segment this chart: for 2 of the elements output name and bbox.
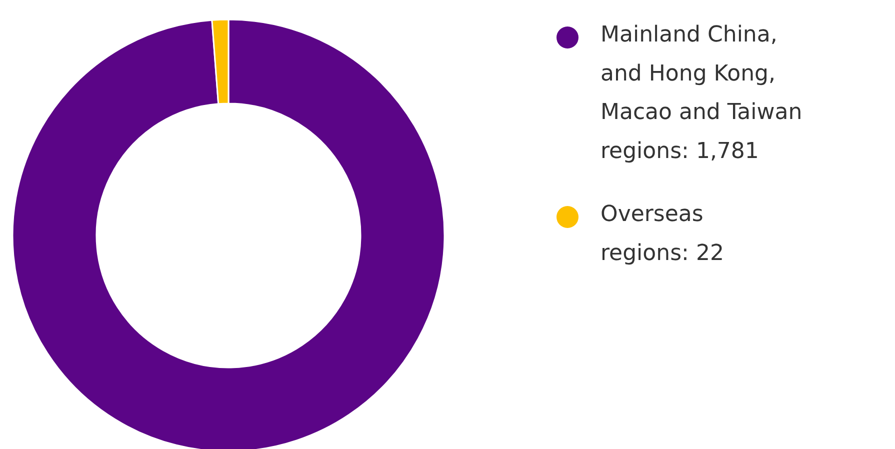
legend-label: Overseas regions: 22 bbox=[600, 202, 724, 266]
legend-label: Mainland China, and Hong Kong, Macao and Taiwan regions: 1,781 bbox=[600, 22, 802, 164]
